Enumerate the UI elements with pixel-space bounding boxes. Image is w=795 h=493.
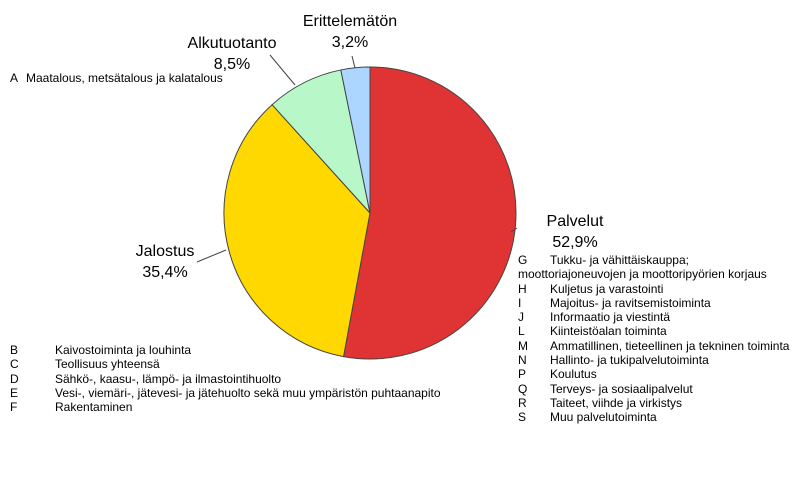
note-code: R bbox=[518, 395, 527, 410]
leader-line bbox=[510, 227, 518, 233]
note-code: B bbox=[10, 343, 19, 357]
notes-secondary: B Kaivostoiminta ja louhinta C Teollisuus y… bbox=[10, 343, 470, 414]
note-code: N bbox=[518, 353, 527, 368]
note-code: L bbox=[518, 324, 525, 339]
note-code: Q bbox=[518, 381, 528, 396]
note-code: F bbox=[10, 400, 18, 415]
note-code: I bbox=[518, 295, 522, 310]
slice-label: Erittelemätön bbox=[303, 13, 397, 30]
slice-label: Palvelut bbox=[547, 213, 604, 230]
note-code: E bbox=[10, 385, 19, 400]
note-code: H bbox=[518, 281, 527, 296]
note-code: C bbox=[10, 357, 19, 372]
note-text: Kiinteistöalan toiminta bbox=[550, 324, 667, 339]
note-text: Tukku- ja vähittäiskauppa; moottoriajone… bbox=[518, 253, 767, 282]
note-code: G bbox=[518, 253, 528, 267]
slice-value-label: 8,5% bbox=[214, 56, 250, 73]
note-text: Kuljetus ja varastointi bbox=[550, 281, 664, 296]
notes-primary: A Maatalous, metsätalous ja kalatalous bbox=[10, 71, 310, 85]
note-item: F Rakentaminen bbox=[10, 400, 470, 414]
note-item: D Sähkö-, kaasu-, lämpö- ja ilmastointihu… bbox=[10, 372, 470, 386]
note-item: Q Terveys- ja sosiaalipalvelut bbox=[518, 382, 795, 396]
note-text: Koulutus bbox=[550, 367, 597, 382]
note-code: S bbox=[518, 410, 527, 425]
pie-slice bbox=[223, 103, 371, 358]
note-item: M Ammatillinen, tieteellinen ja tekninen … bbox=[518, 339, 795, 353]
note-item: G Tukku- ja vähittäiskauppa; moottoriajon… bbox=[518, 253, 795, 282]
note-item: I Majoitus- ja ravitsemistoiminta bbox=[518, 296, 795, 310]
note-item: P Koulutus bbox=[518, 367, 795, 381]
note-text: Hallinto- ja tukipalvelutoiminta bbox=[550, 353, 709, 368]
note-item: R Taiteet, viihde ja virkistys bbox=[518, 396, 795, 410]
note-text: Majoitus- ja ravitsemistoiminta bbox=[550, 295, 711, 310]
leader-line bbox=[351, 55, 356, 69]
note-text: Taiteet, viihde ja virkistys bbox=[550, 395, 683, 410]
note-code: D bbox=[10, 371, 19, 386]
note-item: B Kaivostoiminta ja louhinta bbox=[10, 343, 470, 357]
note-text: Kaivostoiminta ja louhinta bbox=[55, 343, 192, 357]
note-text: Muu palvelutoiminta bbox=[550, 410, 657, 425]
slice-label: Alkutuotanto bbox=[188, 35, 277, 52]
note-item: E Vesi-, viemäri-, jätevesi- ja jätehuolt… bbox=[10, 386, 470, 400]
note-text: Informaatio ja viestintä bbox=[550, 310, 671, 325]
leader-line bbox=[196, 249, 227, 263]
slice-value-label: 52,9% bbox=[552, 234, 597, 251]
leader-line bbox=[269, 54, 296, 86]
note-code: J bbox=[518, 310, 524, 325]
note-item: L Kiinteistöalan toiminta bbox=[518, 324, 795, 338]
note-text: Teollisuus yhteensä bbox=[55, 357, 160, 372]
note-text: Terveys- ja sosiaalipalvelut bbox=[550, 381, 693, 396]
note-text: Sähkö-, kaasu-, lämpö- ja ilmastointihuo… bbox=[55, 371, 282, 386]
slice-value-label: 3,2% bbox=[332, 34, 368, 51]
note-code: M bbox=[518, 338, 528, 353]
note-item: C Teollisuus yhteensä bbox=[10, 357, 470, 371]
slice-label: Jalostus bbox=[136, 243, 195, 260]
slice-value-label: 35,4% bbox=[142, 264, 187, 281]
note-text: Ammatillinen, tieteellinen ja tekninen t… bbox=[550, 338, 790, 353]
note-text: Rakentaminen bbox=[55, 400, 133, 415]
note-text: Vesi-, viemäri-, jätevesi- ja jätehuolto… bbox=[55, 385, 441, 400]
note-item: J Informaatio ja viestintä bbox=[518, 310, 795, 324]
note-item: N Hallinto- ja tukipalvelutoiminta bbox=[518, 353, 795, 367]
note-code: P bbox=[518, 367, 527, 382]
pie-slice bbox=[342, 66, 517, 360]
note-item: S Muu palvelutoiminta bbox=[518, 410, 795, 424]
note-item: A Maatalous, metsätalous ja kalatalous bbox=[10, 71, 310, 85]
note-code: A bbox=[10, 71, 19, 85]
note-text: Maatalous, metsätalous ja kalatalous bbox=[26, 71, 223, 85]
note-item: H Kuljetus ja varastointi bbox=[518, 282, 795, 296]
notes-services: G Tukku- ja vähittäiskauppa; moottoriajon… bbox=[518, 253, 795, 425]
